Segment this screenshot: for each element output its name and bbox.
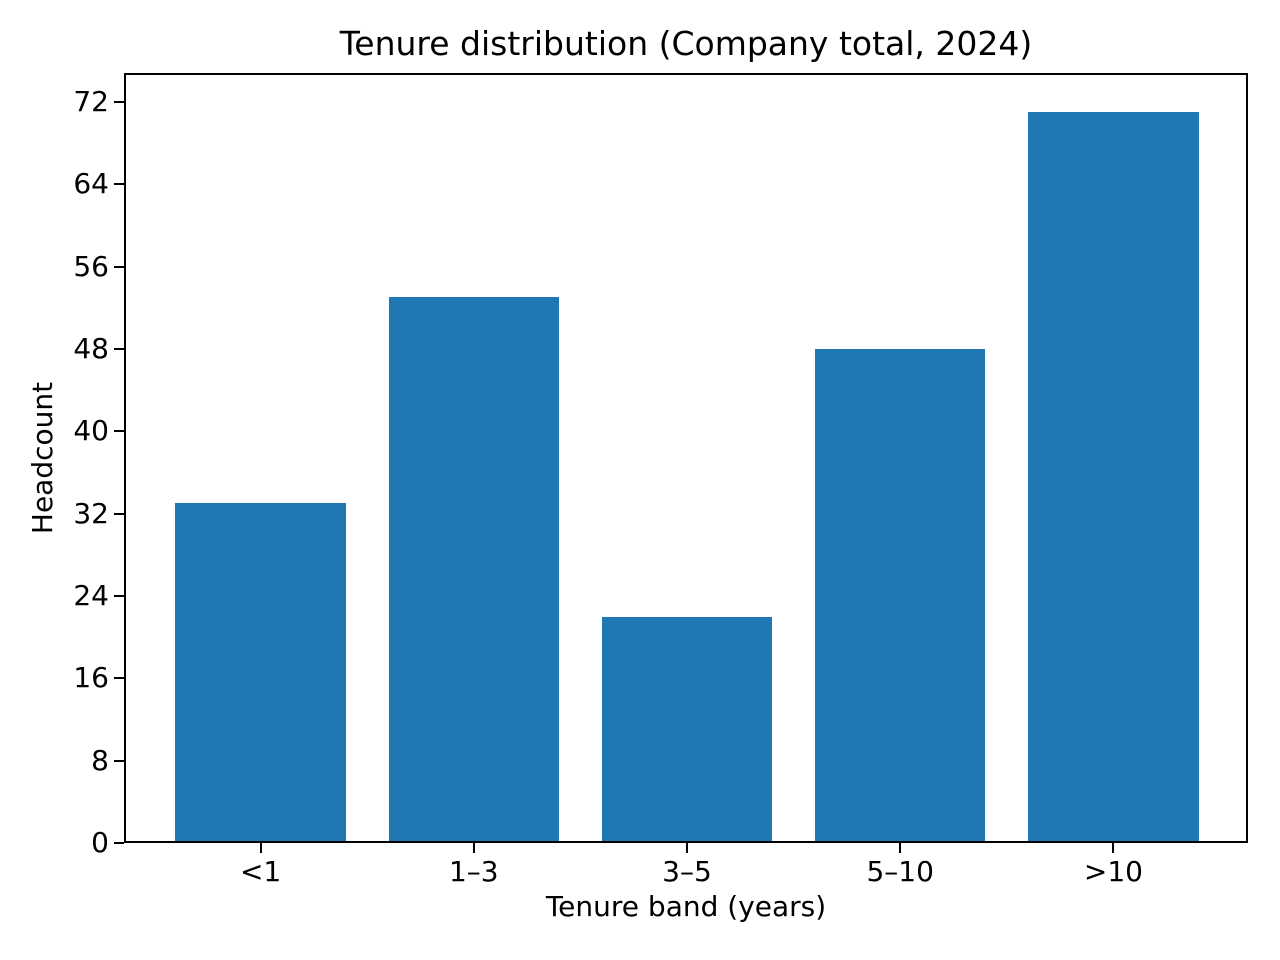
y-tick-mark (114, 842, 124, 844)
bar-1 (175, 503, 346, 843)
bar-4 (814, 348, 986, 843)
bar-slot-1: <1 (154, 73, 367, 887)
y-tick-mark (114, 512, 124, 515)
y-tick-label: 56 (73, 249, 109, 283)
x-tick-mark (472, 843, 475, 853)
x-tick-label: 1–3 (448, 855, 499, 888)
y-tick-label: 24 (73, 578, 109, 612)
y-axis-ticks: 0 8 16 24 32 40 48 56 64 72 (73, 73, 1248, 857)
x-tick-label: 3–5 (662, 855, 712, 888)
plot-area: <1 1–3 3–5 5–10 >10 0 8 16 24 32 40 48 56 64 72 (73, 73, 1248, 887)
y-tick-mark (114, 759, 124, 762)
y-tick-label: 8 (91, 743, 109, 777)
y-axis-label: Headcount (26, 381, 59, 535)
bar-slot-3: 3–5 (580, 73, 793, 887)
y-tick-mark (114, 677, 124, 680)
bar-5 (1028, 112, 1199, 843)
chart-title: Tenure distribution (Company total, 2024… (339, 24, 1033, 63)
y-tick-label: 0 (91, 826, 109, 859)
x-tick-mark (259, 843, 262, 853)
bar-3 (601, 616, 773, 843)
x-tick-label: >10 (1083, 855, 1143, 888)
y-tick-label: 48 (73, 331, 109, 365)
y-tick-mark (114, 183, 124, 186)
x-tick-mark (899, 843, 902, 853)
y-tick-mark (114, 265, 124, 268)
y-tick-mark (114, 347, 124, 350)
x-tick-mark (686, 843, 688, 853)
x-tick-label: <1 (239, 855, 282, 888)
bar-2 (388, 297, 560, 843)
bar-slot-2: 1–3 (367, 73, 580, 887)
y-tick-label: 16 (73, 661, 109, 695)
y-tick-mark (114, 100, 124, 103)
y-tick-label: 64 (73, 167, 109, 201)
y-tick-label: 72 (73, 84, 109, 118)
x-axis-label: Tenure band (years) (545, 890, 827, 923)
bar-slot-4: 5–10 (794, 73, 1007, 887)
y-tick-mark (114, 594, 124, 597)
y-tick-label: 32 (73, 496, 109, 530)
x-tick-mark (1112, 843, 1115, 853)
y-tick-mark (114, 430, 124, 433)
x-tick-label: 5–10 (866, 855, 934, 888)
bar-slot-5: >10 (1007, 73, 1220, 887)
bars-container: <1 1–3 3–5 5–10 >10 (124, 73, 1248, 887)
y-tick-label: 40 (73, 414, 109, 448)
